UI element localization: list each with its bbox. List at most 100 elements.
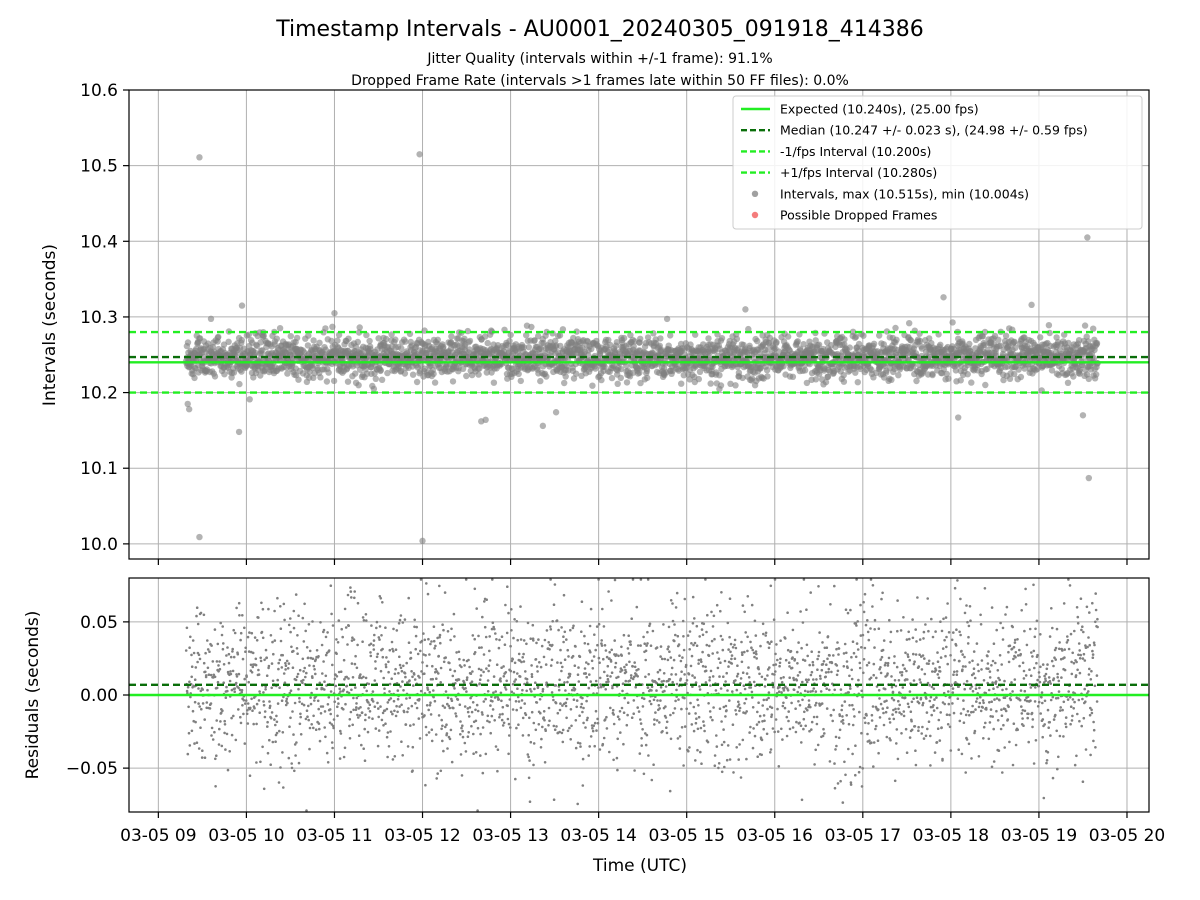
- residual-point: [254, 657, 258, 661]
- residual-point: [547, 724, 550, 727]
- interval-point: [695, 375, 702, 383]
- residual-point: [210, 644, 213, 647]
- residual-point: [289, 630, 292, 634]
- residual-point: [511, 708, 515, 711]
- residual-point: [262, 700, 265, 703]
- residual-point: [260, 630, 264, 634]
- residual-point: [684, 663, 688, 667]
- residual-point: [336, 714, 339, 718]
- residual-point: [520, 660, 523, 664]
- residual-point: [713, 754, 717, 757]
- residual-point: [211, 660, 215, 663]
- residual-point: [320, 643, 324, 647]
- residual-point: [707, 654, 711, 657]
- residual-point: [665, 720, 669, 724]
- residual-point: [510, 690, 514, 694]
- residual-point: [709, 684, 712, 687]
- residual-point: [278, 686, 281, 689]
- interval-outlier-point: [955, 414, 962, 421]
- residual-point: [430, 640, 433, 643]
- residual-point: [352, 696, 355, 700]
- residual-point: [428, 653, 431, 656]
- residual-point: [246, 702, 250, 705]
- residual-point: [719, 661, 722, 664]
- residual-point: [295, 741, 298, 744]
- residual-point: [694, 712, 697, 715]
- residual-point: [486, 690, 490, 693]
- residual-point: [244, 699, 248, 702]
- residual-point: [719, 634, 723, 638]
- residual-point: [743, 610, 746, 614]
- interval-point: [354, 338, 361, 346]
- residual-point: [265, 674, 269, 677]
- interval-point: [789, 373, 797, 380]
- interval-point: [623, 379, 631, 386]
- residual-point: [636, 644, 640, 647]
- residual-point: [735, 746, 738, 749]
- interval-point: [440, 343, 447, 350]
- residual-point: [451, 674, 455, 678]
- residual-point: [420, 712, 424, 716]
- residual-point: [691, 595, 695, 599]
- interval-point: [949, 319, 956, 326]
- residual-point: [416, 652, 420, 656]
- residual-point: [625, 663, 628, 666]
- residual-point: [188, 744, 192, 747]
- residual-point: [354, 686, 357, 689]
- residual-point: [226, 689, 229, 693]
- residual-point: [389, 730, 392, 733]
- residual-point: [675, 682, 679, 686]
- residual-point: [424, 654, 427, 657]
- residual-point: [224, 696, 228, 699]
- residual-point: [663, 657, 667, 661]
- residual-point: [213, 628, 217, 631]
- interval-point: [617, 365, 625, 373]
- figure-title: Timestamp Intervals - AU0001_20240305_09…: [275, 17, 924, 42]
- residual-point: [539, 665, 543, 669]
- residual-point: [739, 677, 743, 680]
- residual-point: [223, 723, 227, 726]
- residual-point: [606, 674, 609, 677]
- residual-point: [339, 690, 342, 693]
- residual-point: [470, 710, 474, 714]
- residual-point: [204, 670, 207, 674]
- interval-point: [363, 331, 370, 339]
- residual-point: [692, 729, 696, 733]
- interval-outlier-point: [1084, 234, 1091, 241]
- residual-point: [516, 638, 519, 642]
- residual-point: [308, 726, 312, 730]
- residual-point: [367, 682, 371, 686]
- residual-point: [521, 734, 525, 737]
- residual-point: [371, 700, 375, 703]
- residual-point: [420, 639, 424, 643]
- interval-point: [375, 335, 382, 342]
- residual-point: [664, 685, 668, 688]
- residual-point: [360, 711, 364, 714]
- residual-point: [244, 646, 247, 650]
- residual-point: [569, 628, 572, 632]
- residual-point: [448, 737, 452, 741]
- residual-point: [403, 618, 407, 621]
- residual-point: [719, 687, 723, 690]
- residual-point: [711, 625, 715, 628]
- residual-point: [341, 635, 345, 639]
- residual-point: [650, 778, 654, 782]
- residual-point: [248, 631, 251, 634]
- residual-point: [586, 716, 589, 720]
- residual-point: [311, 676, 314, 679]
- residual-point: [428, 690, 432, 694]
- residual-point: [298, 700, 301, 704]
- residual-point: [440, 727, 443, 731]
- residual-point: [708, 644, 711, 648]
- residual-point: [750, 646, 753, 649]
- residual-point: [241, 657, 245, 661]
- residual-point: [196, 660, 199, 664]
- residual-point: [522, 660, 526, 663]
- residual-point: [588, 673, 591, 676]
- residual-point: [637, 710, 641, 713]
- residual-point: [264, 688, 267, 691]
- residual-point: [229, 670, 232, 673]
- residual-point: [365, 689, 369, 693]
- residual-point: [423, 714, 426, 717]
- residual-point: [618, 710, 622, 713]
